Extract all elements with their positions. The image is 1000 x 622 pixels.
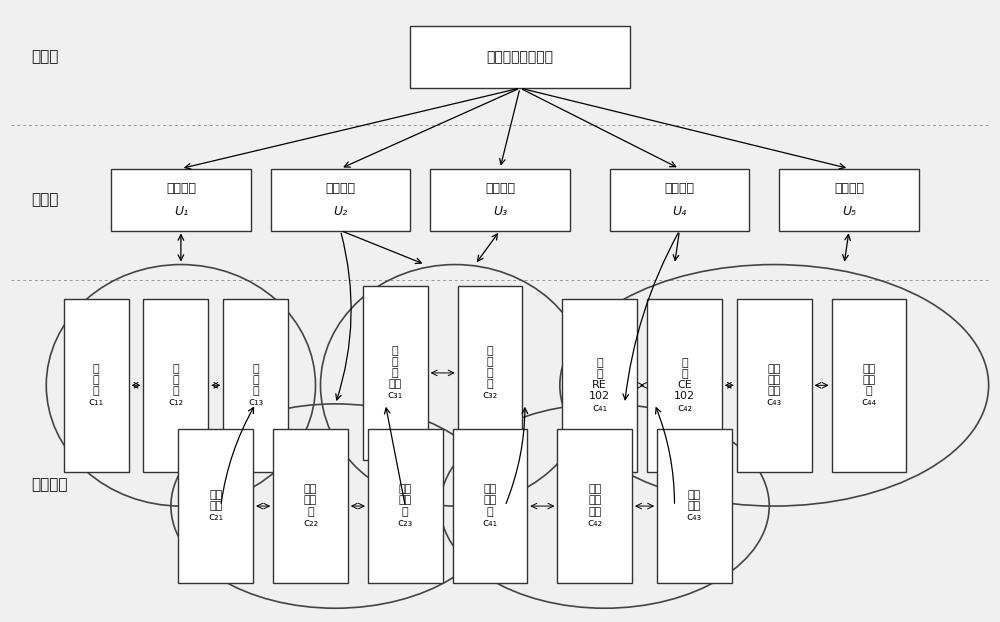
Text: 比: 比 — [252, 386, 259, 396]
Text: 接收: 接收 — [862, 364, 876, 374]
Bar — [657, 429, 732, 583]
Text: 子指标层: 子指标层 — [31, 477, 68, 492]
Text: 向: 向 — [173, 374, 179, 385]
Text: c₄₄: c₄₄ — [861, 397, 877, 407]
Text: 供: 供 — [487, 346, 493, 356]
Bar — [453, 429, 527, 583]
Text: c₄₂: c₄₂ — [677, 402, 692, 412]
Text: U₁: U₁ — [174, 205, 188, 218]
Bar — [223, 299, 288, 472]
Text: RE: RE — [592, 380, 607, 391]
Text: 驻: 驻 — [252, 364, 259, 374]
Text: CE: CE — [677, 380, 692, 391]
Text: 屏效: 屏效 — [209, 501, 222, 511]
Text: U₅: U₅ — [842, 205, 856, 218]
Text: c₄₁: c₄₁ — [592, 402, 607, 412]
Text: 波: 波 — [392, 357, 399, 367]
Text: 102: 102 — [589, 391, 610, 401]
Text: 地: 地 — [307, 507, 314, 517]
Text: U₄: U₄ — [672, 205, 687, 218]
Text: c₄₂: c₄₂ — [587, 518, 602, 528]
Text: 接地: 接地 — [588, 496, 601, 506]
Text: c₁₂: c₁₂ — [168, 397, 183, 407]
Text: 指标层: 指标层 — [31, 192, 59, 207]
Bar — [779, 169, 919, 231]
Text: c₄₃: c₄₃ — [687, 512, 702, 522]
Text: 设备特性: 设备特性 — [834, 182, 864, 195]
Text: 介质: 介质 — [209, 490, 222, 500]
Text: 标: 标 — [681, 358, 688, 368]
Text: 灵敏: 灵敏 — [862, 374, 876, 385]
Text: 目标层: 目标层 — [31, 50, 59, 65]
Text: 标: 标 — [596, 358, 603, 368]
Bar — [363, 286, 428, 460]
Text: 波: 波 — [252, 374, 259, 385]
Text: 滤: 滤 — [392, 346, 399, 356]
Text: 度: 度 — [866, 386, 872, 396]
Text: 耦: 耦 — [93, 364, 99, 374]
Text: 准: 准 — [596, 369, 603, 379]
Text: 图: 图 — [173, 386, 179, 396]
Text: 抑制: 抑制 — [768, 386, 781, 396]
Text: c₁₁: c₁₁ — [89, 397, 104, 407]
Text: 能: 能 — [487, 507, 493, 517]
Text: 布局: 布局 — [399, 485, 412, 494]
Text: 插损: 插损 — [389, 379, 402, 389]
Text: U₃: U₃ — [493, 205, 507, 218]
Text: 准: 准 — [681, 369, 688, 379]
Bar — [273, 429, 348, 583]
Bar — [610, 169, 749, 231]
Text: 层接: 层接 — [304, 496, 317, 506]
Bar — [64, 299, 129, 472]
Text: c₃₂: c₃₂ — [482, 390, 498, 400]
Bar — [737, 299, 812, 472]
Text: 体性: 体性 — [483, 496, 497, 506]
Text: c₄₃: c₄₃ — [767, 397, 782, 407]
Bar — [647, 299, 722, 472]
Bar — [557, 429, 632, 583]
Text: 系统电磁兼容性能: 系统电磁兼容性能 — [486, 50, 553, 64]
Text: 系统: 系统 — [588, 485, 601, 494]
Text: 方式: 方式 — [588, 507, 601, 517]
Text: 接地: 接地 — [483, 485, 497, 494]
Bar — [143, 299, 208, 472]
Text: c₃₁: c₃₁ — [388, 390, 403, 400]
Text: c₂₂: c₂₂ — [303, 518, 318, 528]
Text: 带外: 带外 — [768, 374, 781, 385]
Text: 搭接: 搭接 — [688, 490, 701, 500]
Text: c₂₁: c₂₁ — [208, 512, 223, 522]
Text: c₁₃: c₁₃ — [248, 397, 263, 407]
Text: 102: 102 — [674, 391, 695, 401]
Text: 体: 体 — [487, 368, 493, 378]
Text: 接地系统: 接地系统 — [664, 182, 694, 195]
Text: 屏蔽: 屏蔽 — [304, 485, 317, 494]
Text: 互连系统: 互连系统 — [325, 182, 355, 195]
Text: 制: 制 — [487, 379, 493, 389]
Text: c₄₁: c₄₁ — [482, 518, 498, 528]
Text: 度: 度 — [93, 386, 99, 396]
Text: 发射: 发射 — [768, 364, 781, 374]
Text: 方: 方 — [173, 364, 179, 374]
Bar — [562, 299, 637, 472]
Bar — [458, 286, 522, 460]
Text: 线间: 线间 — [399, 496, 412, 506]
Bar — [368, 429, 443, 583]
Bar — [430, 169, 570, 231]
Text: 距: 距 — [402, 507, 409, 517]
Text: 合: 合 — [93, 374, 99, 385]
Bar — [178, 429, 253, 583]
Text: 组织: 组织 — [688, 501, 701, 511]
Bar — [111, 169, 251, 231]
Text: c₂₃: c₂₃ — [398, 518, 413, 528]
Text: 天线布局: 天线布局 — [166, 182, 196, 195]
Text: 电源系统: 电源系统 — [485, 182, 515, 195]
Text: U₂: U₂ — [333, 205, 348, 218]
Bar — [832, 299, 906, 472]
Bar — [410, 26, 630, 88]
Text: 器: 器 — [392, 368, 399, 378]
Bar — [271, 169, 410, 231]
Text: 电: 电 — [487, 357, 493, 367]
